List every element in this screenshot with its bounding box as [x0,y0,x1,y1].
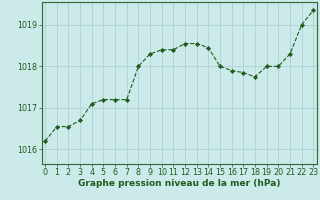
X-axis label: Graphe pression niveau de la mer (hPa): Graphe pression niveau de la mer (hPa) [78,179,280,188]
